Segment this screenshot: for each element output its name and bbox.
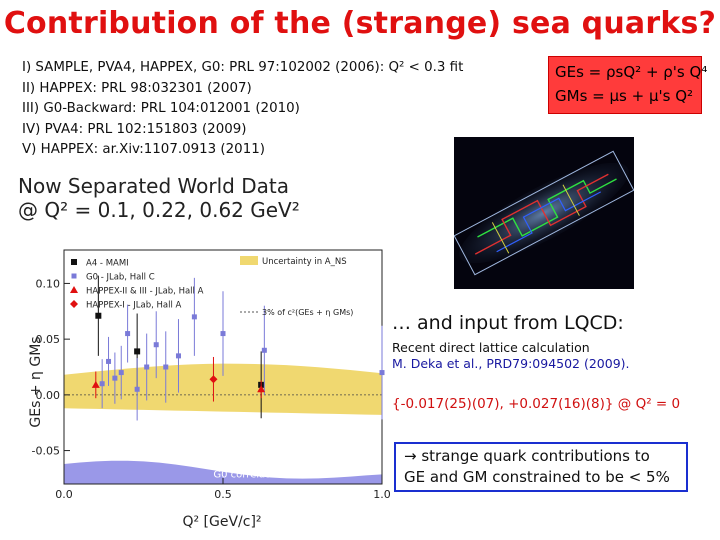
- separated-line-1: Now Separated World Data: [18, 174, 289, 198]
- legend-label: HAPPEX-I - JLab, Hall A: [86, 301, 182, 311]
- reference-item: IV) PVA4: PRL 102:151803 (2009): [22, 121, 247, 137]
- legend-marker: [70, 286, 78, 293]
- formula-box: GEs = ρsQ² + ρ's Q⁴ GMs = μs + μ's Q²: [548, 56, 707, 114]
- formula-line-gm: GMs = μs + μ's Q²: [555, 87, 694, 105]
- data-point: [112, 375, 118, 381]
- data-point: [191, 314, 197, 320]
- y-tick-label: 0.10: [36, 277, 61, 290]
- data-point: [134, 386, 140, 392]
- lqcd-citation: M. Deka et al., PRD79:094502 (2009).: [392, 356, 630, 371]
- reference-item: II) HAPPEX: PRL 98:032301 (2007): [22, 80, 252, 96]
- lqcd-description: Recent direct lattice calculation M. Dek…: [392, 340, 630, 372]
- data-point: [379, 370, 385, 376]
- lqcd-heading: … and input from LQCD:: [392, 312, 624, 334]
- legend-swatch: [240, 256, 258, 265]
- separated-data-heading: Now Separated World Data @ Q² = 0.1, 0.2…: [18, 174, 300, 222]
- correlated-error-band: [64, 460, 382, 484]
- slide-title: Contribution of the (strange) sea quarks…: [3, 6, 717, 41]
- band-label: G0 correlated error: [213, 469, 309, 480]
- data-point: [125, 331, 131, 337]
- y-tick-label: 0.05: [36, 333, 61, 346]
- reference-item: III) G0-Backward: PRL 104:012001 (2010): [22, 101, 300, 117]
- legend-label: G0 - JLab, Hall C: [86, 273, 155, 283]
- lqcd-line: Recent direct lattice calculation: [392, 340, 590, 355]
- data-point: [95, 312, 102, 319]
- reference-item: I) SAMPLE, PVA4, HAPPEX, G0: PRL 97:1020…: [22, 60, 464, 75]
- reference-item: V) HAPPEX: ar.Xiv:1107.0913 (2011): [22, 142, 265, 158]
- legend-label: HAPPEX-II & III - JLab, Hall A: [86, 287, 204, 297]
- x-tick-label: 1.0: [373, 488, 391, 501]
- reference-list: I) SAMPLE, PVA4, HAPPEX, G0: PRL 97:1020…: [22, 58, 463, 161]
- legend-label: A4 - MAMI: [86, 259, 129, 269]
- x-tick-label: 0.0: [55, 488, 73, 501]
- separated-line-2: @ Q² = 0.1, 0.22, 0.62 GeV²: [18, 198, 300, 222]
- y-tick-label: 0.00: [36, 389, 61, 402]
- data-point: [118, 370, 124, 376]
- data-point: [220, 331, 226, 337]
- data-point: [134, 348, 141, 355]
- formula-line-ge: GEs = ρsQ² + ρ's Q⁴: [555, 63, 708, 81]
- data-point: [261, 347, 267, 353]
- data-point: [175, 353, 181, 359]
- legend-marker: [71, 273, 77, 279]
- y-tick-label: -0.05: [32, 445, 60, 458]
- data-point: [106, 358, 112, 364]
- data-point: [209, 375, 218, 384]
- conclusion-line-2: GE and GM constrained to be < 5%: [404, 468, 670, 486]
- legend-marker: [70, 300, 78, 308]
- data-point: [153, 342, 159, 348]
- conclusion-box: → strange quark contributions to GE and …: [394, 442, 688, 492]
- data-point: [163, 364, 169, 370]
- x-tick-label: 0.5: [214, 488, 232, 501]
- x-axis-label: Q² [GeV/c]²: [182, 514, 261, 530]
- y-axis-label: GEs + η GMs: [28, 336, 44, 427]
- data-point: [91, 380, 100, 388]
- legend-label: 3% of c²(GEs + η GMs): [262, 308, 353, 317]
- data-point: [257, 385, 266, 393]
- world-data-chart: G0 correlated error 0.0 0.5 1.0 0.10 0.05 0.0…: [28, 249, 391, 530]
- lqcd-result: {-0.017(25)(07), +0.027(16)(8)} @ Q² = 0: [392, 396, 681, 412]
- data-point: [99, 381, 105, 387]
- legend-marker: [71, 259, 77, 265]
- legend-label: Uncertainty in A_NS: [262, 257, 347, 267]
- data-point: [144, 364, 150, 370]
- lattice-illustration: [454, 137, 634, 289]
- uncertainty-band: [64, 363, 382, 415]
- conclusion-line-1: → strange quark contributions to: [404, 447, 650, 465]
